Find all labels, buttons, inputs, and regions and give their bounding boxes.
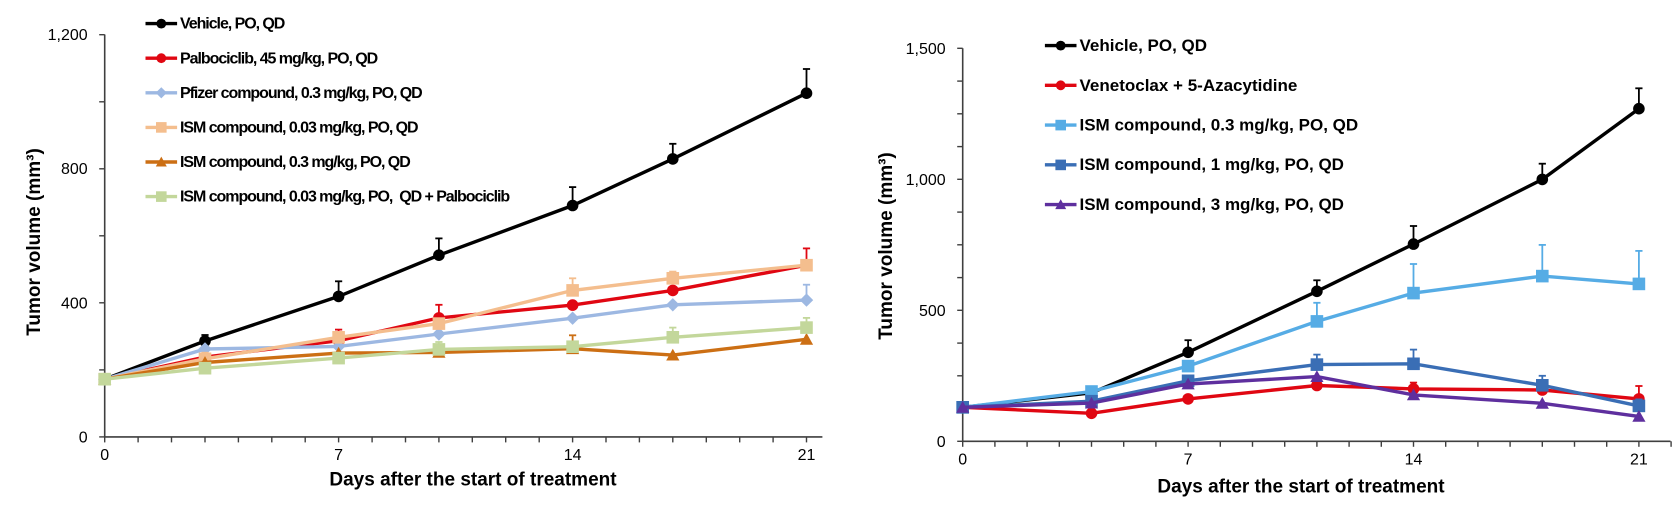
svg-text:Days after the start of treatm: Days after the start of treatment bbox=[329, 470, 617, 491]
svg-text:800: 800 bbox=[61, 161, 88, 178]
svg-text:Venetoclax + 5-Azacytidine: Venetoclax + 5-Azacytidine bbox=[1080, 76, 1298, 95]
svg-text:Pfizer compound, 0.3 mg/kg, PO: Pfizer compound, 0.3 mg/kg, PO, QD bbox=[180, 85, 422, 102]
svg-text:1,200: 1,200 bbox=[48, 27, 88, 44]
svg-text:14: 14 bbox=[564, 447, 582, 464]
svg-text:ISM compound, 1 mg/kg, PO, QD: ISM compound, 1 mg/kg, PO, QD bbox=[1080, 155, 1344, 174]
svg-text:ISM compound, 0.03 mg/kg, PO,: ISM compound, 0.03 mg/kg, PO, QD bbox=[180, 120, 418, 137]
svg-text:0: 0 bbox=[958, 452, 967, 469]
svg-text:7: 7 bbox=[334, 447, 343, 464]
svg-text:7: 7 bbox=[1184, 452, 1193, 469]
svg-text:0: 0 bbox=[79, 430, 88, 447]
svg-text:Vehicle, PO, QD: Vehicle, PO, QD bbox=[180, 16, 285, 33]
svg-text:400: 400 bbox=[61, 295, 88, 312]
svg-text:14: 14 bbox=[1405, 452, 1423, 469]
svg-text:ISM compound, 0.03 mg/kg, PO,: ISM compound, 0.03 mg/kg, PO, QD + Palbo… bbox=[180, 189, 510, 206]
svg-text:Tumor volume (mm³): Tumor volume (mm³) bbox=[24, 148, 45, 336]
svg-text:0: 0 bbox=[100, 447, 109, 464]
svg-text:Tumor volume (mm³): Tumor volume (mm³) bbox=[876, 152, 897, 340]
svg-text:Palbociclib, 45 mg/kg, PO, QD: Palbociclib, 45 mg/kg, PO, QD bbox=[180, 50, 378, 67]
svg-text:Vehicle, PO, QD: Vehicle, PO, QD bbox=[1080, 36, 1208, 55]
svg-text:21: 21 bbox=[1630, 452, 1648, 469]
svg-text:500: 500 bbox=[919, 303, 946, 320]
svg-text:ISM compound, 0.3 mg/kg, PO, Q: ISM compound, 0.3 mg/kg, PO, QD bbox=[180, 154, 410, 171]
svg-text:1,000: 1,000 bbox=[906, 172, 946, 189]
svg-text:1,500: 1,500 bbox=[906, 41, 946, 58]
svg-text:ISM compound, 3 mg/kg, PO, QD: ISM compound, 3 mg/kg, PO, QD bbox=[1080, 195, 1344, 214]
svg-text:0: 0 bbox=[937, 434, 946, 451]
svg-text:21: 21 bbox=[798, 447, 816, 464]
svg-text:Days after the start of treatm: Days after the start of treatment bbox=[1157, 477, 1445, 498]
svg-text:ISM compound, 0.3 mg/kg, PO, Q: ISM compound, 0.3 mg/kg, PO, QD bbox=[1080, 116, 1359, 135]
